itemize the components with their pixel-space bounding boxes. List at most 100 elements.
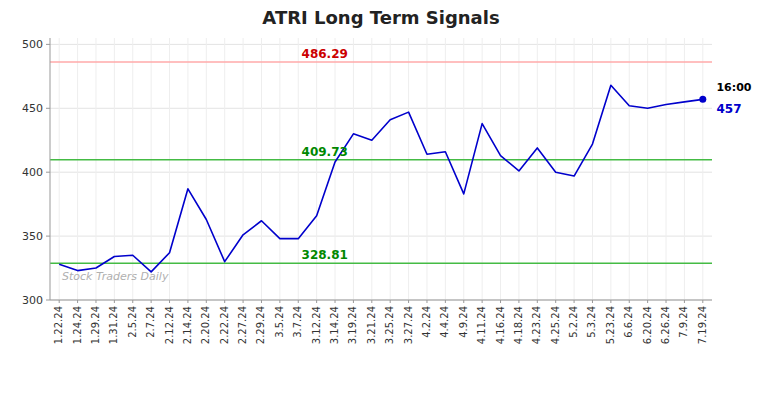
x-tick — [206, 300, 207, 303]
reference-lines — [50, 62, 712, 263]
grid-line-x — [390, 38, 391, 300]
grid-line-x — [518, 38, 519, 300]
title: ATRI Long Term Signals — [262, 7, 499, 28]
x-tick — [482, 300, 483, 303]
y-tick — [46, 108, 50, 109]
x-tick-label: 4.9.24 — [458, 306, 469, 338]
x-tick — [335, 300, 336, 303]
x-tick — [298, 300, 299, 303]
x-tick — [353, 300, 354, 303]
y-tick-label: 350 — [22, 230, 43, 243]
x-tick-label: 2.12.24 — [164, 306, 175, 344]
grid-line-x — [666, 38, 667, 300]
last-time-label: 16:00 — [716, 81, 751, 94]
y-tick — [46, 44, 50, 45]
x-tick-label: 2.7.24 — [145, 306, 156, 338]
x-tick-label: 3.19.24 — [347, 306, 358, 344]
annotations: 16:00 457 — [716, 81, 751, 116]
x-tick-label: 2.29.24 — [255, 306, 266, 344]
x-tick — [114, 300, 115, 303]
x-tick — [592, 300, 593, 303]
x-tick — [555, 300, 556, 303]
last-price-label: 457 — [716, 102, 741, 116]
grid-line-y — [50, 108, 712, 109]
grid-line-x — [463, 38, 464, 300]
x-tick — [77, 300, 78, 303]
reference-label: 409.73 — [302, 145, 348, 159]
series — [59, 85, 706, 272]
x-tick — [243, 300, 244, 303]
x-tick-label: 2.22.24 — [219, 306, 230, 344]
reference-line — [50, 159, 712, 161]
x-tick-label: 5.2.24 — [568, 306, 579, 338]
x-tick — [187, 300, 188, 303]
x-tick-label: 3.25.24 — [384, 306, 395, 344]
x-tick — [261, 300, 262, 303]
grid-line-x — [408, 38, 409, 300]
x-tick — [684, 300, 685, 303]
last-point — [699, 96, 706, 103]
x-tick-label: 4.25.24 — [550, 306, 561, 344]
x-tick — [647, 300, 648, 303]
x-tick — [390, 300, 391, 303]
grid-line-y — [50, 172, 712, 173]
grid-line-x — [132, 38, 133, 300]
x-tick — [279, 300, 280, 303]
x-tick — [610, 300, 611, 303]
y-tick-label: 450 — [22, 102, 43, 115]
x-tick — [408, 300, 409, 303]
x-tick-label: 4.16.24 — [495, 306, 506, 344]
grid-line-x — [298, 38, 299, 300]
grid-line-x — [371, 38, 372, 300]
x-tick — [463, 300, 464, 303]
x-tick-label: 5.23.24 — [605, 306, 616, 344]
grid-line-x — [169, 38, 170, 300]
grid-line-x — [59, 38, 60, 300]
y-tick — [46, 172, 50, 173]
grid-line-x — [151, 38, 152, 300]
x-tick — [574, 300, 575, 303]
x-axis-line — [50, 300, 712, 301]
price-line — [59, 85, 703, 272]
grid-line-x — [592, 38, 593, 300]
y-tick-label: 500 — [22, 38, 43, 51]
y-tick — [46, 236, 50, 237]
y-axis-line — [50, 38, 51, 300]
watermark: Stock Traders Daily — [62, 270, 169, 283]
grid-line-x — [555, 38, 556, 300]
x-tick-label: 6.20.24 — [642, 306, 653, 344]
chart: 3003504004505001.22.241.24.241.29.241.31… — [0, 0, 784, 398]
reference-line — [50, 61, 712, 63]
grid-line-x — [610, 38, 611, 300]
x-tick-label: 2.14.24 — [182, 306, 193, 344]
x-tick — [316, 300, 317, 303]
grid-line-x — [482, 38, 483, 300]
x-tick-label: 3.5.24 — [274, 306, 285, 338]
x-tick-label: 3.21.24 — [366, 306, 377, 344]
x-tick — [169, 300, 170, 303]
x-tick-label: 7.19.24 — [697, 306, 708, 344]
x-tick-label: 4.4.24 — [439, 306, 450, 338]
grid-line-x — [537, 38, 538, 300]
grid-line-x — [353, 38, 354, 300]
grid-line-x — [243, 38, 244, 300]
x-tick-label: 4.18.24 — [513, 306, 524, 344]
grid-line-x — [95, 38, 96, 300]
x-tick — [518, 300, 519, 303]
x-tick-label: 6.26.24 — [660, 306, 671, 344]
x-tick — [59, 300, 60, 303]
x-tick-label: 2.20.24 — [200, 306, 211, 344]
x-tick — [95, 300, 96, 303]
x-tick — [500, 300, 501, 303]
x-tick — [371, 300, 372, 303]
grid-line-x — [445, 38, 446, 300]
x-tick-label: 4.2.24 — [421, 306, 432, 338]
grid-line-x — [206, 38, 207, 300]
x-tick — [132, 300, 133, 303]
grid-line-x — [647, 38, 648, 300]
grid-line-y — [50, 236, 712, 237]
grid-line-x — [574, 38, 575, 300]
reference-labels: 486.29409.73328.81 — [302, 47, 348, 262]
y-tick — [46, 300, 50, 301]
reference-label: 486.29 — [302, 47, 348, 61]
